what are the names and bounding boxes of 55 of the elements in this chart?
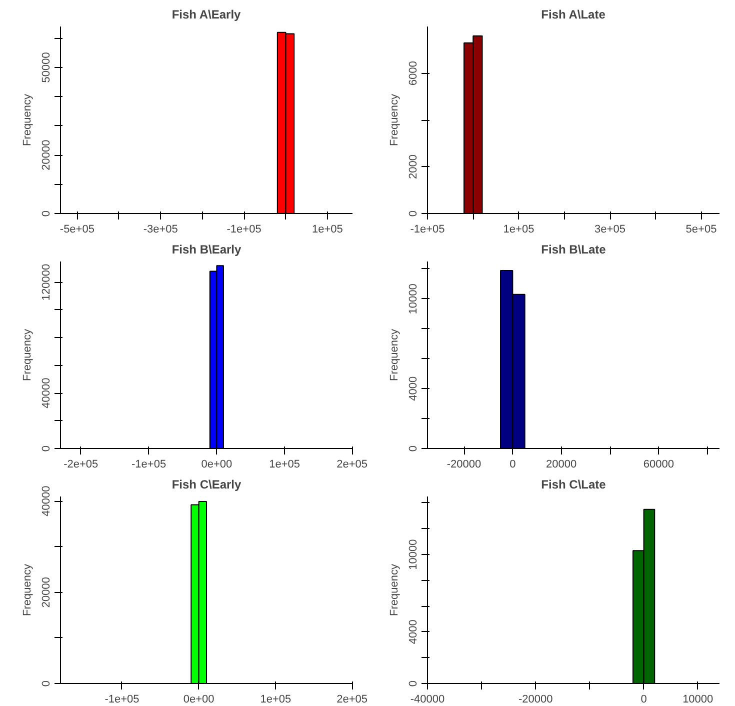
y-tick-label: 0 bbox=[40, 210, 52, 217]
x-tick-label: 1e+05 bbox=[312, 224, 343, 236]
x-tick-label: 1e+05 bbox=[503, 224, 534, 236]
y-axis-title: Frequency bbox=[22, 94, 34, 146]
x-tick-label: -3e+05 bbox=[143, 224, 178, 236]
x-tick-label: 2e+05 bbox=[336, 458, 368, 470]
y-tick-label: 4000 bbox=[408, 376, 420, 401]
x-tick-label: -40000 bbox=[410, 694, 445, 706]
y-tick-label: 0 bbox=[408, 680, 420, 687]
x-tick-label: 0 bbox=[640, 694, 647, 706]
x-tick-label: -2e+05 bbox=[64, 458, 98, 470]
y-tick-label: 0 bbox=[408, 445, 420, 452]
y-tick-label: 6000 bbox=[408, 61, 420, 86]
x-tick-label: 3e+05 bbox=[594, 224, 626, 236]
x-tick-label: -1e+05 bbox=[226, 224, 262, 236]
y-axis-title: Frequency bbox=[388, 328, 400, 381]
y-tick-label: 20000 bbox=[40, 140, 52, 170]
x-tick-label: -5e+05 bbox=[60, 224, 94, 236]
y-tick-label: 20000 bbox=[40, 576, 52, 608]
x-tick-label: -20000 bbox=[446, 458, 482, 470]
y-tick-label: 10000 bbox=[408, 539, 420, 570]
x-tick-label: 0e+00 bbox=[201, 458, 232, 470]
chart-title: Fish A\Early bbox=[172, 8, 242, 22]
x-tick-label: -1e+05 bbox=[132, 458, 166, 470]
chart-title: Fish A\Late bbox=[541, 8, 606, 22]
x-tick-label: -1e+05 bbox=[104, 694, 140, 706]
y-axis-title: Frequency bbox=[22, 564, 34, 616]
y-tick-label: 50000 bbox=[40, 52, 52, 83]
x-tick-label: 10000 bbox=[682, 694, 714, 706]
x-tick-label: -20000 bbox=[518, 694, 553, 706]
x-tick-label: 0 bbox=[510, 458, 516, 470]
y-tick-label: 2000 bbox=[408, 154, 420, 179]
x-tick-label: 2e+05 bbox=[336, 694, 368, 706]
x-tick-label: 20000 bbox=[546, 458, 577, 470]
x-tick-label: 5e+05 bbox=[686, 224, 717, 236]
y-axis-title: Frequency bbox=[22, 328, 34, 381]
y-tick-label: 0 bbox=[408, 210, 420, 217]
y-tick-label: 0 bbox=[40, 445, 52, 452]
chart-title: Fish C\Early bbox=[172, 478, 242, 492]
y-tick-label: 40000 bbox=[40, 378, 52, 408]
y-tick-label: 4000 bbox=[408, 620, 420, 644]
chart-title: Fish B\Early bbox=[172, 242, 242, 256]
y-axis-title: Frequency bbox=[388, 94, 400, 146]
y-tick-label: 120000 bbox=[40, 264, 52, 301]
x-tick-label: 1e+05 bbox=[260, 694, 292, 706]
y-tick-label: 40000 bbox=[40, 486, 52, 516]
chart-title: Fish B\Late bbox=[541, 242, 606, 256]
x-tick-label: 60000 bbox=[643, 458, 674, 470]
chart-title: Fish C\Late bbox=[541, 478, 606, 492]
y-tick-label: 0 bbox=[40, 680, 52, 687]
x-tick-label: 1e+05 bbox=[269, 458, 300, 470]
y-tick-label: 10000 bbox=[408, 284, 420, 314]
x-tick-label: 0e+00 bbox=[183, 694, 214, 706]
x-tick-label: -1e+05 bbox=[410, 224, 445, 236]
y-axis-title: Frequency bbox=[388, 564, 400, 616]
